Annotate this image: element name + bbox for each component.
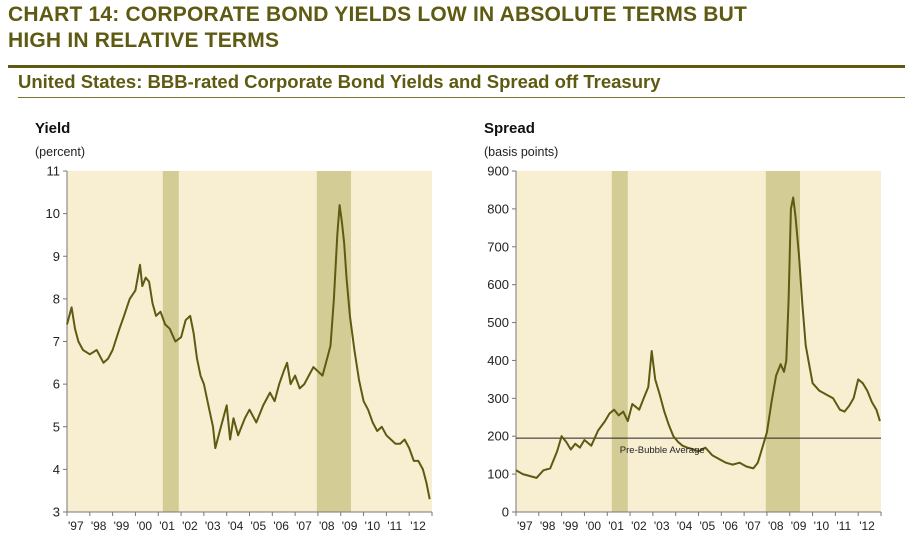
- spread-y-tick-label: 600: [487, 277, 509, 292]
- yield-y-tick-label: 11: [47, 164, 61, 179]
- yield-x-tick-label: '98: [91, 519, 107, 533]
- spread-y-tick-label: 400: [487, 353, 509, 368]
- yield-x-tick-label: '10: [365, 519, 381, 533]
- spread-y-tick-label: 100: [487, 467, 509, 482]
- yield-title: Yield: [35, 120, 70, 137]
- yield-shaded-period-2: [316, 171, 352, 512]
- spread-y-tick-label: 300: [487, 391, 509, 406]
- yield-y-tick-label: 9: [53, 249, 60, 264]
- spread-x-tick-label: '10: [814, 519, 830, 533]
- spread-x-tick-label: '07: [745, 519, 761, 533]
- yield-x-tick-label: '99: [114, 519, 130, 533]
- spread-x-tick-label: '04: [677, 519, 693, 533]
- spread-series-line: [515, 196, 881, 479]
- spread-chart: Spread (basis points) 0 100 200 300 400 500 600 7…: [484, 120, 882, 533]
- spread-y-tick-label: 900: [487, 164, 509, 179]
- spread-plot-area: [516, 171, 881, 512]
- yield-x-tick-label: '07: [296, 519, 312, 533]
- spread-y-tick-label: 700: [487, 239, 509, 254]
- yield-x-tick-label: '97: [68, 519, 84, 533]
- yield-y-tick-label: 7: [53, 334, 60, 349]
- spread-x-tick-label: '08: [768, 519, 784, 533]
- spread-x-tick-label: '01: [608, 519, 624, 533]
- spread-x-tick-label: '05: [700, 519, 716, 533]
- yield-unit-label: (percent): [35, 145, 85, 159]
- yield-x-tick-label: '01: [159, 519, 175, 533]
- chart-title: CHART 14: CORPORATE BOND YIELDS LOW IN A…: [8, 2, 868, 54]
- spread-x-tick-label: '06: [722, 519, 738, 533]
- yield-y-tick-label: 10: [46, 206, 60, 221]
- subtitle-divider: [18, 97, 905, 98]
- yield-y-tick-label: 5: [53, 419, 60, 434]
- yield-x-tick-label: '02: [182, 519, 198, 533]
- spread-title: Spread: [484, 120, 535, 137]
- yield-y-tick-label: 3: [53, 505, 60, 520]
- spread-y-tick-label: 500: [487, 315, 509, 330]
- yield-x-tick-label: '08: [319, 519, 335, 533]
- yield-shaded-period-1: [162, 171, 179, 512]
- spread-shaded-period-1: [611, 171, 628, 512]
- spread-y-tick-label: 800: [487, 201, 509, 216]
- spread-reference-line-label: Pre-Bubble Average: [620, 445, 705, 456]
- chart-title-line-2: HIGH IN RELATIVE TERMS: [8, 29, 280, 52]
- spread-x-tick-label: '98: [540, 519, 556, 533]
- spread-unit-label: (basis points): [484, 145, 558, 159]
- yield-series-line: [66, 204, 431, 500]
- yield-x-tick-label: '12: [410, 519, 426, 533]
- spread-x-tick-label: '11: [836, 519, 851, 533]
- title-divider: [8, 65, 905, 68]
- spread-y-tick-label: 200: [487, 429, 509, 444]
- yield-y-tick-label: 8: [53, 291, 60, 306]
- spread-x-tick-label: '97: [517, 519, 533, 533]
- yield-x-tick-label: '04: [228, 519, 244, 533]
- spread-x-tick-label: '09: [791, 519, 807, 533]
- yield-x-tick-label: '03: [205, 519, 221, 533]
- yield-x-tick-label: '09: [342, 519, 358, 533]
- yield-x-tick-label: '00: [136, 519, 152, 533]
- spread-x-tick-label: '00: [585, 519, 601, 533]
- yield-plot-area: [67, 171, 432, 512]
- yield-x-tick-label: '06: [273, 519, 289, 533]
- spread-y-tick-label: 0: [502, 505, 509, 520]
- spread-x-tick-label: '99: [563, 519, 579, 533]
- spread-shaded-period-2: [765, 171, 801, 512]
- yield-chart: Yield (percent) 3 4 5 6 7 8 9 10 11 '97 '98 '99 '00 '01…: [35, 120, 433, 533]
- spread-x-tick-label: '12: [859, 519, 875, 533]
- spread-x-tick-label: '03: [654, 519, 670, 533]
- yield-x-tick-label: '05: [251, 519, 267, 533]
- yield-x-tick-label: '11: [387, 519, 402, 533]
- yield-y-tick-label: 6: [53, 377, 60, 392]
- spread-x-tick-label: '02: [631, 519, 647, 533]
- yield-y-tick-label: 4: [53, 462, 60, 477]
- chart-subtitle: United States: BBB-rated Corporate Bond …: [18, 71, 661, 92]
- chart-title-line-1: CHART 14: CORPORATE BOND YIELDS LOW IN A…: [8, 3, 748, 26]
